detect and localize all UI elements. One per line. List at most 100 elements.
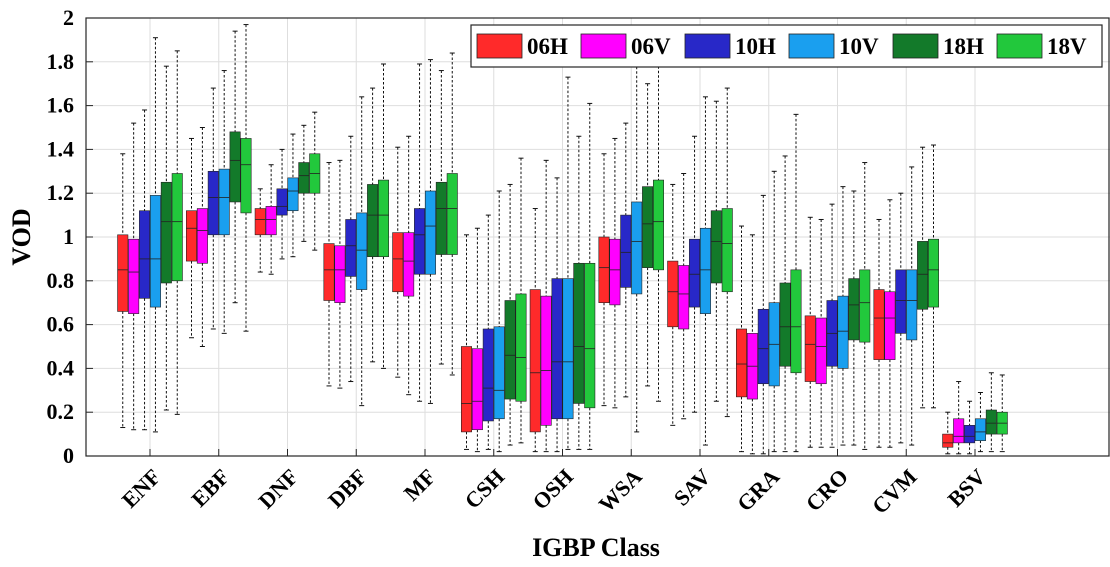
box-iqr: [265, 206, 277, 236]
box-iqr: [540, 295, 552, 426]
box-BSV-06V: [953, 381, 965, 455]
box-iqr: [917, 241, 929, 310]
x-tick-label: CSH: [460, 464, 510, 514]
box-ENF-06H: [117, 153, 129, 429]
box-iqr: [815, 317, 827, 385]
box-EBF-06H: [186, 137, 198, 339]
y-tick-label: 1.6: [47, 93, 75, 118]
grid-layer: [86, 17, 1110, 457]
legend-label: 18H: [943, 34, 984, 59]
box-iqr: [906, 269, 918, 341]
box-iqr: [757, 308, 769, 385]
legend-swatch: [476, 33, 523, 59]
box-CVM-10V: [906, 166, 918, 446]
box-iqr: [392, 232, 404, 293]
box-GRA-18H: [779, 155, 791, 453]
box-WSA-10H: [620, 122, 632, 398]
box-iqr: [334, 245, 346, 303]
legend: 06H 06V 10H 10V 18H 18V: [470, 24, 1103, 68]
legend-label: 06H: [527, 34, 568, 59]
x-tick-label: DBF: [323, 464, 372, 513]
box-DBF-18V: [377, 63, 389, 369]
y-tick-label: 0.8: [47, 268, 75, 293]
box-ENF-10H: [139, 109, 151, 431]
box-iqr: [710, 210, 722, 284]
y-tick-label: 1.4: [47, 136, 75, 161]
box-CRO-18V: [859, 162, 871, 450]
box-SAV-18V: [721, 87, 733, 418]
box-MF-10H: [414, 63, 426, 402]
box-iqr: [598, 236, 610, 303]
x-tick-label: WSA: [594, 464, 647, 517]
box-DNF-18H: [298, 124, 310, 242]
box-CRO-18H: [848, 190, 860, 446]
box-iqr: [721, 208, 733, 293]
box-iqr: [424, 190, 436, 275]
box-SAV-10H: [689, 135, 701, 413]
box-CVM-06H: [873, 218, 885, 448]
box-DNF-06V: [265, 164, 277, 275]
box-CSH-10H: [482, 214, 494, 450]
box-iqr: [356, 212, 368, 290]
box-EBF-18H: [229, 30, 241, 304]
box-EBF-10H: [207, 87, 219, 330]
box-CVM-10H: [895, 192, 907, 444]
box-iqr: [128, 238, 140, 314]
box-iqr: [551, 278, 563, 420]
box-iqr: [471, 348, 483, 431]
x-axis-title: IGBP Class: [532, 533, 660, 562]
box-BSV-18H: [985, 372, 997, 453]
box-iqr: [953, 418, 965, 444]
x-tick-label: CRO: [801, 464, 853, 516]
box-WSA-18V: [652, 61, 664, 402]
box-iqr: [964, 425, 976, 444]
x-tick-label: MF: [399, 464, 441, 506]
box-OSH-06V: [540, 159, 552, 453]
x-tick-label: DNF: [253, 464, 303, 514]
box-iqr: [573, 262, 585, 404]
box-iqr: [837, 295, 849, 369]
box-iqr: [779, 282, 791, 367]
box-iqr: [149, 195, 161, 308]
box-iqr: [642, 186, 654, 268]
box-OSH-18V: [584, 102, 596, 450]
box-CRO-06H: [804, 216, 816, 448]
box-DNF-10H: [276, 148, 288, 260]
box-iqr: [631, 201, 643, 295]
legend-swatch: [996, 33, 1043, 59]
box-iqr: [873, 289, 885, 360]
box-iqr: [403, 232, 415, 297]
legend-label: 06V: [631, 34, 671, 59]
box-SAV-10V: [699, 96, 711, 446]
box-iqr: [323, 243, 335, 301]
box-layer: [117, 24, 1008, 455]
box-iqr: [482, 328, 494, 422]
box-WSA-18H: [642, 83, 654, 387]
box-iqr: [584, 262, 596, 409]
box-WSA-10V: [631, 43, 643, 433]
box-iqr: [345, 219, 357, 277]
box-iqr: [895, 269, 907, 334]
box-SAV-06H: [667, 183, 679, 426]
box-iqr: [529, 289, 541, 433]
box-iqr: [298, 162, 310, 194]
box-SAV-06V: [678, 172, 690, 420]
legend-label: 18V: [1047, 34, 1087, 59]
box-CRO-10H: [826, 203, 838, 448]
y-tick-label: 0.2: [47, 399, 75, 424]
legend-swatch: [892, 33, 939, 59]
box-iqr: [562, 278, 574, 420]
box-iqr: [790, 269, 802, 374]
box-iqr: [171, 173, 183, 282]
legend-swatch: [684, 33, 731, 59]
y-tick-label: 1.8: [47, 49, 75, 74]
box-iqr: [942, 433, 954, 448]
box-iqr: [609, 238, 621, 306]
box-iqr: [515, 293, 527, 402]
box-iqr: [985, 409, 997, 435]
box-iqr: [435, 181, 447, 255]
box-MF-06H: [392, 146, 404, 378]
y-axis-ticks: 0 0.2 0.4 0.6 0.8 1 1.2 1.4 1.6 1.8 2: [47, 5, 93, 468]
box-MF-06V: [403, 135, 415, 396]
